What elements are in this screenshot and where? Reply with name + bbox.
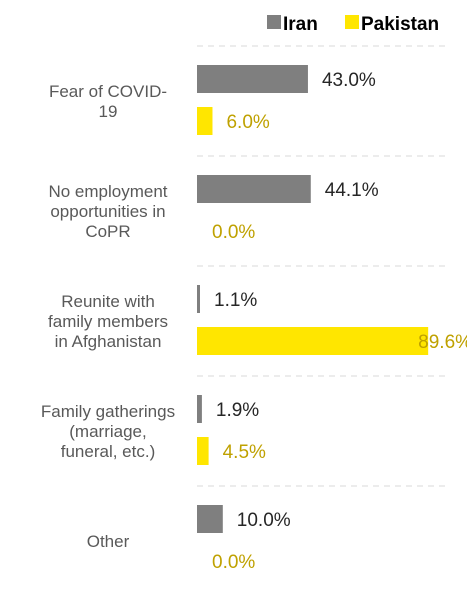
bar-pakistan [197,437,209,465]
value-label-iran: 1.9% [216,400,259,421]
category-label-line: CoPR [85,222,130,241]
value-label-iran: 1.1% [214,290,257,311]
value-label-pakistan: 0.0% [212,552,255,573]
legend-label-iran: Iran [283,14,318,35]
value-label-iran: 10.0% [237,510,291,531]
legend-label-pakistan: Pakistan [361,14,439,35]
category-label-line: funeral, etc.) [61,442,156,461]
value-labels: 43.0% 6.0% 44.1% 0.0% 1.1% 89.6% 1.9% 4.5% 10.0%… [212,70,467,573]
bar-iran [197,395,202,423]
category-label-line: Family gatherings [41,402,175,421]
category-label: Reunite with family members in Afghanistan [48,292,168,351]
legend: Iran Pakistan [267,14,439,35]
category-label-line: opportunities in [50,202,165,221]
category-label: No employment opportunities in CoPR [48,182,167,241]
bars [197,65,429,533]
value-label-pakistan: 0.0% [212,222,255,243]
category-label-line: (marriage, [69,422,146,441]
value-label-iran: 44.1% [325,180,379,201]
value-label-iran: 43.0% [322,70,376,91]
legend-swatch-pakistan [345,15,359,29]
category-label-line: family members [48,312,168,331]
bar-iran [197,175,311,203]
bar-iran [197,505,223,533]
legend-swatch-iran [267,15,281,29]
value-label-pakistan: 89.6% [418,332,467,353]
grid [197,45,447,487]
category-label-line: in Afghanistan [55,332,162,351]
category-label: Family gatherings (marriage, funeral, etc.… [41,402,175,461]
bar-pakistan [197,327,429,355]
bar-iran [197,285,200,313]
category-label: Fear of COVID-19 [49,82,167,121]
category-label-line: Fear of COVID- [49,82,167,101]
bar-pakistan [197,107,213,135]
category-labels: Fear of COVID-19 No employment opportuniti… [41,82,175,551]
value-label-pakistan: 6.0% [226,112,269,133]
value-label-pakistan: 4.5% [223,442,266,463]
category-label-line: No employment [48,182,167,201]
bar-iran [197,65,308,93]
category-label: Other [87,532,130,551]
category-label-line: 19 [99,102,118,121]
category-label-line: Other [87,532,130,551]
category-label-line: Reunite with [61,292,155,311]
